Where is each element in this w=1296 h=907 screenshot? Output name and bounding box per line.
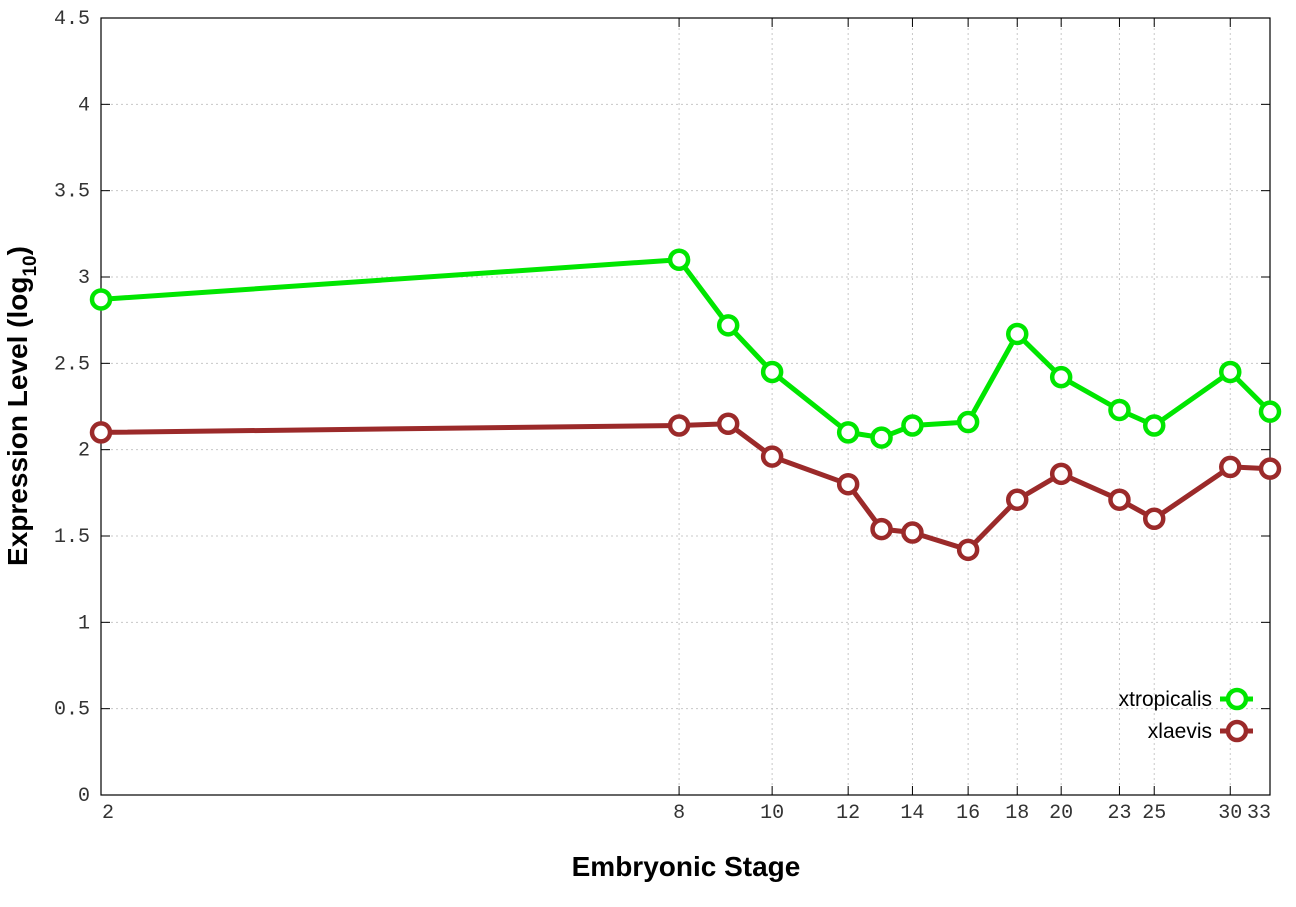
x-tick-label: 25 (1142, 802, 1166, 825)
data-point-xtropicalis (956, 410, 980, 434)
y-axis-title-subscript: 10 (20, 255, 41, 276)
grid-lines (101, 18, 1270, 795)
data-point-xlaevis (89, 421, 113, 444)
x-tick-label: 2 (102, 802, 114, 825)
data-point-xtropicalis (89, 288, 113, 311)
y-tick-label: 3.5 (54, 181, 90, 204)
x-tick-label: 16 (956, 802, 980, 825)
y-tick-label: 4.5 (54, 8, 90, 31)
data-point-xtropicalis (1049, 365, 1073, 389)
data-point-xlaevis (667, 414, 691, 437)
data-point-xtropicalis (870, 426, 893, 449)
data-point-xlaevis (901, 521, 924, 544)
y-axis-title-close: ) (2, 246, 33, 255)
data-point-xlaevis (1005, 488, 1029, 511)
plot-frame (100, 17, 1271, 796)
y-tick-label: 0.5 (54, 699, 90, 722)
axis-ticks: 0 0.5 1 1.5 2 2.5 3 3.5 4 4.5 2 8 10 12 14 16 18 20 23 25 30… (54, 8, 1271, 825)
data-point-xtropicalis (1219, 360, 1242, 384)
x-tick-label: 14 (900, 802, 924, 825)
data-point-xtropicalis (1258, 400, 1282, 423)
legend-label: xtropicalis (1119, 688, 1212, 711)
data-point-xlaevis (760, 445, 784, 468)
y-tick-label: 3 (78, 267, 90, 290)
x-tick-label: 20 (1049, 802, 1073, 825)
data-point-xlaevis (1258, 457, 1282, 480)
x-tick-label: 10 (760, 802, 784, 825)
data-point-xtropicalis (716, 314, 740, 337)
data-point-xlaevis (956, 538, 980, 562)
x-tick-label: 30 (1218, 802, 1242, 825)
legend-item-xlaevis: xlaevis (1148, 719, 1253, 743)
y-tick-label: 1.5 (54, 526, 90, 549)
data-point-xlaevis (1108, 488, 1131, 511)
legend-marker-swatch (1225, 719, 1249, 743)
y-tick-label: 2.5 (54, 353, 90, 376)
y-tick-label: 2 (78, 440, 90, 463)
y-tick-label: 1 (78, 612, 90, 635)
x-axis-title: Embryonic Stage (572, 851, 801, 882)
series-layer (89, 248, 1282, 562)
legend-label: xlaevis (1148, 720, 1212, 743)
y-tick-label: 0 (78, 785, 90, 808)
data-point-xtropicalis (1142, 414, 1166, 437)
legend: xtropicalis xlaevis (1119, 687, 1253, 743)
legend-marker-swatch (1225, 687, 1249, 711)
data-point-xlaevis (1219, 455, 1242, 479)
data-point-xtropicalis (1005, 322, 1029, 346)
data-point-xlaevis (870, 517, 893, 541)
data-point-xlaevis (836, 472, 860, 496)
data-point-xtropicalis (901, 414, 924, 437)
data-point-xtropicalis (1108, 398, 1131, 422)
x-tick-label: 12 (836, 802, 860, 825)
x-tick-label: 18 (1005, 802, 1029, 825)
data-point-xtropicalis (667, 248, 691, 271)
y-axis-title-main: Expression Level (log (2, 277, 33, 566)
x-tick-label: 33 (1247, 802, 1271, 825)
data-point-xlaevis (1142, 507, 1166, 530)
x-tick-label: 8 (673, 802, 685, 825)
legend-item-xtropicalis: xtropicalis (1119, 687, 1253, 711)
series-line-xtropicalis (100, 257, 1272, 441)
data-point-xtropicalis (836, 421, 860, 444)
data-point-xlaevis (716, 412, 740, 436)
series-line-xlaevis (100, 421, 1271, 553)
data-point-xlaevis (1049, 462, 1073, 486)
data-point-xtropicalis (760, 360, 784, 384)
x-tick-label: 23 (1107, 802, 1131, 825)
y-tick-label: 4 (78, 94, 90, 117)
y-axis-title: Expression Level (log10) (2, 246, 41, 566)
